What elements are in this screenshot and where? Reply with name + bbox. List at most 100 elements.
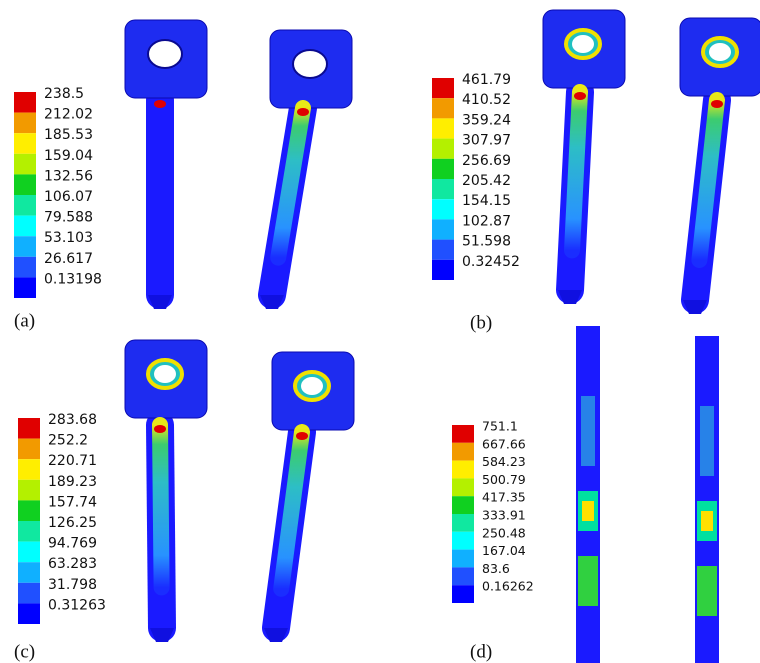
hot-spot bbox=[296, 432, 308, 440]
legend-swatch bbox=[14, 277, 36, 298]
legend-swatch bbox=[452, 550, 474, 568]
rod-zone bbox=[582, 501, 594, 521]
legend-value: 126.25 bbox=[48, 515, 97, 531]
legend-swatch bbox=[18, 418, 40, 439]
legend-swatch bbox=[452, 461, 474, 479]
legend-value: 53.103 bbox=[44, 230, 93, 246]
legend-value: 256.69 bbox=[462, 153, 511, 169]
legend-value: 31.798 bbox=[48, 577, 97, 593]
legend-swatch bbox=[18, 603, 40, 624]
panel-label: (a) bbox=[14, 310, 35, 331]
legend-value: 220.71 bbox=[48, 453, 97, 469]
legend-value: 205.42 bbox=[462, 173, 511, 189]
legend-swatch bbox=[432, 139, 454, 159]
rod-zone bbox=[581, 396, 595, 466]
screw bbox=[260, 30, 352, 309]
legend-swatch bbox=[18, 500, 40, 521]
legend-value: 159.04 bbox=[44, 148, 93, 164]
legend-value: 0.16262 bbox=[482, 579, 534, 594]
tip bbox=[260, 295, 284, 309]
legend-value: 667.66 bbox=[482, 436, 526, 451]
legend-value: 83.6 bbox=[482, 561, 510, 576]
legend-swatch bbox=[14, 133, 36, 154]
screw bbox=[125, 340, 207, 642]
legend-swatch bbox=[432, 78, 454, 98]
legend-value: 106.07 bbox=[44, 189, 93, 205]
screw bbox=[125, 20, 207, 309]
legend-value: 102.87 bbox=[462, 213, 511, 229]
legend-swatch bbox=[14, 195, 36, 216]
legend-swatch bbox=[14, 257, 36, 278]
legend-swatch bbox=[14, 236, 36, 257]
legend-value: 212.02 bbox=[44, 107, 93, 123]
legend-value: 500.79 bbox=[482, 472, 526, 487]
rod-zone bbox=[578, 556, 598, 606]
hot-spot bbox=[154, 425, 166, 433]
hot-spot bbox=[711, 100, 723, 108]
legend-swatch bbox=[432, 219, 454, 239]
legend-swatch bbox=[18, 459, 40, 480]
panel-label: (c) bbox=[14, 641, 35, 662]
legend-swatch bbox=[452, 567, 474, 585]
panel-label: (b) bbox=[470, 312, 492, 333]
rod bbox=[695, 336, 719, 663]
legend-swatch bbox=[14, 113, 36, 134]
legend-swatch bbox=[18, 583, 40, 604]
hole-inner bbox=[301, 377, 323, 395]
hole bbox=[148, 40, 182, 68]
legend-swatch bbox=[452, 478, 474, 496]
legend-swatch bbox=[14, 92, 36, 113]
legend-value: 410.52 bbox=[462, 92, 511, 108]
legend-swatch bbox=[18, 542, 40, 563]
stress-band bbox=[160, 425, 162, 587]
legend-value: 751.1 bbox=[482, 419, 518, 434]
rod bbox=[576, 326, 600, 663]
tip bbox=[558, 290, 582, 304]
screw bbox=[680, 18, 760, 314]
stress-band bbox=[281, 432, 302, 589]
legend-swatch bbox=[432, 118, 454, 138]
legend-value: 79.588 bbox=[44, 210, 93, 226]
rod-zone bbox=[700, 406, 714, 476]
legend-value: 167.04 bbox=[482, 543, 526, 558]
figure: (a)238.5212.02185.53159.04132.56106.0779… bbox=[0, 0, 760, 663]
screw bbox=[264, 352, 354, 642]
legend-value: 0.31263 bbox=[48, 597, 106, 613]
legend-value: 307.97 bbox=[462, 133, 511, 149]
legend-swatch bbox=[452, 425, 474, 443]
legend-swatch bbox=[432, 199, 454, 219]
legend-value: 584.23 bbox=[482, 454, 526, 469]
legend-value: 51.598 bbox=[462, 234, 511, 250]
legend-swatch bbox=[432, 98, 454, 118]
legend-value: 63.283 bbox=[48, 556, 97, 572]
legend-swatch bbox=[18, 439, 40, 460]
legend-swatch bbox=[18, 562, 40, 583]
tip bbox=[264, 628, 288, 642]
legend-swatch bbox=[432, 179, 454, 199]
legend-swatch bbox=[452, 496, 474, 514]
screw bbox=[543, 10, 625, 304]
legend-swatch bbox=[14, 216, 36, 237]
panel-label: (d) bbox=[470, 641, 492, 662]
stress-band bbox=[572, 92, 580, 250]
legend-value: 189.23 bbox=[48, 474, 97, 490]
hole-inner bbox=[709, 43, 731, 61]
hole-inner bbox=[572, 35, 594, 53]
rod-zone bbox=[697, 566, 717, 616]
legend-value: 94.769 bbox=[48, 536, 97, 552]
legend-swatch bbox=[452, 585, 474, 603]
legend-value: 252.2 bbox=[48, 433, 88, 449]
legend-value: 417.35 bbox=[482, 490, 526, 505]
hole bbox=[293, 50, 327, 78]
legend-swatch bbox=[452, 532, 474, 550]
legend-value: 250.48 bbox=[482, 525, 526, 540]
legend-value: 461.79 bbox=[462, 72, 511, 88]
legend-value: 26.617 bbox=[44, 251, 93, 267]
legend-value: 283.68 bbox=[48, 412, 97, 428]
hot-spot bbox=[574, 92, 586, 100]
legend-swatch bbox=[18, 480, 40, 501]
legend-value: 359.24 bbox=[462, 112, 511, 128]
legend-value: 333.91 bbox=[482, 508, 526, 523]
hot-spot bbox=[154, 100, 166, 108]
legend-value: 238.5 bbox=[44, 86, 84, 102]
